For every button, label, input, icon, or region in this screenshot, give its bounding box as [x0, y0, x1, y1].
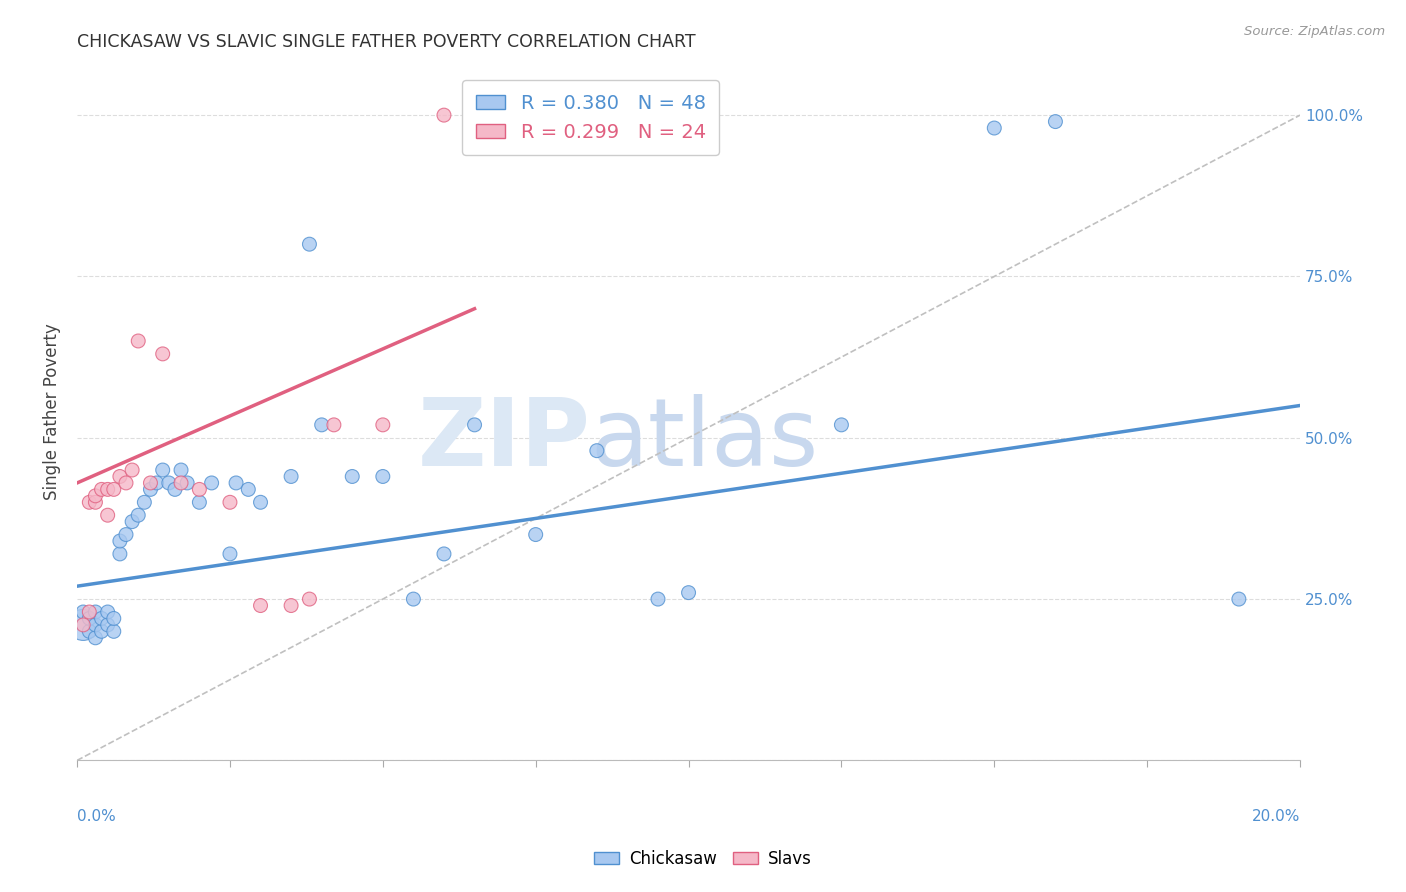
Y-axis label: Single Father Poverty: Single Father Poverty	[44, 324, 60, 500]
Point	[139, 475, 162, 490]
Point	[238, 483, 260, 497]
Point	[72, 605, 94, 619]
Point	[134, 495, 156, 509]
Point	[103, 624, 125, 639]
Text: 0.0%: 0.0%	[77, 809, 115, 824]
Point	[79, 624, 101, 639]
Point	[585, 443, 607, 458]
Point	[97, 483, 120, 497]
Point	[464, 417, 486, 432]
Point	[371, 469, 394, 483]
Point	[170, 475, 193, 490]
Point	[201, 475, 224, 490]
Point	[84, 618, 107, 632]
Point	[145, 475, 167, 490]
Point	[115, 475, 138, 490]
Point	[152, 347, 174, 361]
Point	[188, 495, 211, 509]
Point	[342, 469, 364, 483]
Point	[280, 469, 302, 483]
Point	[103, 483, 125, 497]
Point	[90, 611, 112, 625]
Point	[121, 515, 143, 529]
Point	[152, 463, 174, 477]
Point	[127, 334, 149, 348]
Point	[97, 605, 120, 619]
Point	[115, 527, 138, 541]
Point	[121, 463, 143, 477]
Point	[84, 631, 107, 645]
Point	[524, 527, 547, 541]
Point	[79, 611, 101, 625]
Point	[311, 417, 333, 432]
Point	[108, 469, 131, 483]
Point	[647, 592, 669, 607]
Point	[170, 463, 193, 477]
Point	[280, 599, 302, 613]
Text: ZIP: ZIP	[418, 394, 591, 486]
Point	[108, 547, 131, 561]
Text: CHICKASAW VS SLAVIC SINGLE FATHER POVERTY CORRELATION CHART: CHICKASAW VS SLAVIC SINGLE FATHER POVERT…	[77, 33, 696, 51]
Text: atlas: atlas	[591, 394, 818, 486]
Text: 20.0%: 20.0%	[1251, 809, 1301, 824]
Point	[433, 547, 456, 561]
Point	[72, 618, 94, 632]
Point	[97, 618, 120, 632]
Point	[1045, 114, 1067, 128]
Point	[371, 417, 394, 432]
Point	[298, 592, 321, 607]
Point	[225, 475, 247, 490]
Point	[103, 611, 125, 625]
Point	[249, 599, 271, 613]
Point	[79, 495, 101, 509]
Point	[322, 417, 344, 432]
Text: Source: ZipAtlas.com: Source: ZipAtlas.com	[1244, 25, 1385, 38]
Point	[84, 489, 107, 503]
Point	[298, 237, 321, 252]
Point	[139, 483, 162, 497]
Legend: R = 0.380   N = 48, R = 0.299   N = 24: R = 0.380 N = 48, R = 0.299 N = 24	[463, 80, 720, 155]
Point	[188, 483, 211, 497]
Point	[219, 495, 242, 509]
Point	[249, 495, 271, 509]
Point	[176, 475, 198, 490]
Point	[678, 585, 700, 599]
Point	[219, 547, 242, 561]
Point	[127, 508, 149, 523]
Point	[90, 483, 112, 497]
Point	[433, 108, 456, 122]
Point	[402, 592, 425, 607]
Point	[983, 121, 1005, 136]
Point	[830, 417, 852, 432]
Point	[90, 624, 112, 639]
Point	[97, 508, 120, 523]
Point	[163, 483, 186, 497]
Point	[157, 475, 180, 490]
Point	[84, 605, 107, 619]
Point	[72, 618, 94, 632]
Legend: Chickasaw, Slavs: Chickasaw, Slavs	[588, 844, 818, 875]
Point	[79, 605, 101, 619]
Point	[1227, 592, 1250, 607]
Point	[108, 534, 131, 549]
Point	[84, 495, 107, 509]
